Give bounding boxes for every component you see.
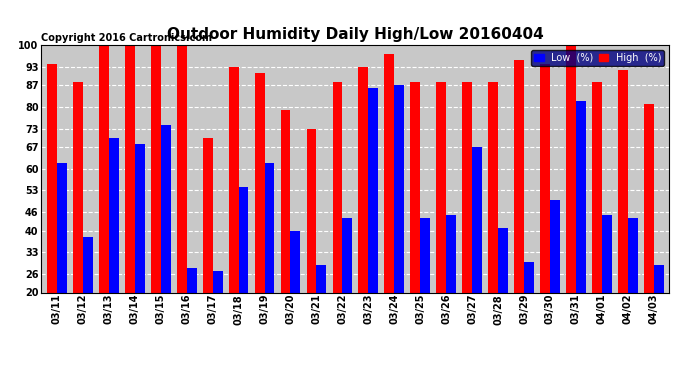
Bar [524, 262, 534, 292]
Bar [255, 73, 264, 292]
Bar [411, 82, 420, 292]
Bar [592, 82, 602, 292]
Bar [47, 63, 57, 292]
Bar [540, 63, 550, 292]
Bar [653, 265, 664, 292]
Bar [83, 237, 92, 292]
Bar [290, 231, 300, 292]
Bar [228, 67, 239, 292]
Bar [602, 215, 612, 292]
Bar [394, 85, 404, 292]
Bar [550, 200, 560, 292]
Bar [187, 268, 197, 292]
Bar [177, 45, 187, 292]
Bar [281, 110, 290, 292]
Bar [566, 45, 576, 292]
Title: Outdoor Humidity Daily High/Low 20160404: Outdoor Humidity Daily High/Low 20160404 [167, 27, 544, 42]
Bar [135, 144, 145, 292]
Bar [99, 45, 109, 292]
Bar [161, 125, 170, 292]
Bar [203, 138, 213, 292]
Bar [213, 271, 222, 292]
Bar [306, 129, 317, 292]
Bar [576, 101, 586, 292]
Bar [489, 82, 498, 292]
Bar [498, 228, 508, 292]
Legend: Low  (%), High  (%): Low (%), High (%) [531, 50, 664, 66]
Bar [109, 138, 119, 292]
Bar [446, 215, 456, 292]
Bar [151, 45, 161, 292]
Bar [462, 82, 472, 292]
Bar [264, 163, 275, 292]
Bar [644, 104, 653, 292]
Text: Copyright 2016 Cartronics.com: Copyright 2016 Cartronics.com [41, 33, 213, 42]
Bar [125, 45, 135, 292]
Bar [239, 188, 248, 292]
Bar [628, 218, 638, 292]
Bar [514, 60, 524, 292]
Bar [359, 67, 368, 292]
Bar [436, 82, 446, 292]
Bar [384, 54, 394, 292]
Bar [368, 88, 378, 292]
Bar [420, 218, 430, 292]
Bar [333, 82, 342, 292]
Bar [342, 218, 352, 292]
Bar [472, 147, 482, 292]
Bar [317, 265, 326, 292]
Bar [57, 163, 67, 292]
Bar [618, 70, 628, 292]
Bar [73, 82, 83, 292]
